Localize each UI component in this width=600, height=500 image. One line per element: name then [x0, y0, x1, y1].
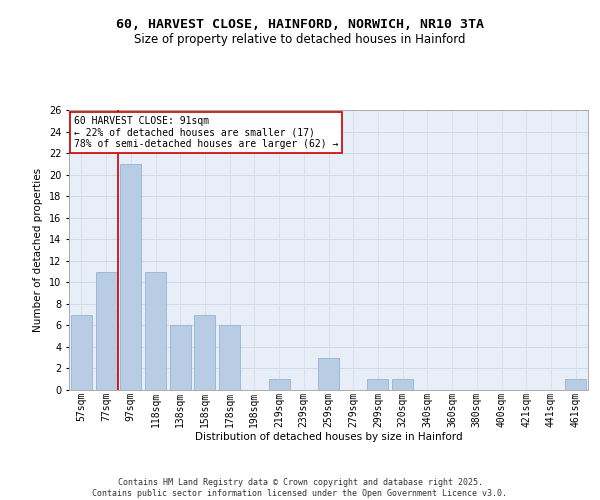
Bar [71, 314, 92, 390]
Bar [565, 379, 586, 390]
Text: Contains HM Land Registry data © Crown copyright and database right 2025.
Contai: Contains HM Land Registry data © Crown c… [92, 478, 508, 498]
Bar [219, 326, 240, 390]
Text: 60, HARVEST CLOSE, HAINFORD, NORWICH, NR10 3TA: 60, HARVEST CLOSE, HAINFORD, NORWICH, NR… [116, 18, 484, 30]
Bar [318, 358, 339, 390]
Bar [194, 314, 215, 390]
Text: Size of property relative to detached houses in Hainford: Size of property relative to detached ho… [134, 32, 466, 46]
Text: 60 HARVEST CLOSE: 91sqm
← 22% of detached houses are smaller (17)
78% of semi-de: 60 HARVEST CLOSE: 91sqm ← 22% of detache… [74, 116, 338, 149]
Bar [392, 379, 413, 390]
Bar [145, 272, 166, 390]
Bar [170, 326, 191, 390]
Y-axis label: Number of detached properties: Number of detached properties [34, 168, 43, 332]
Bar [120, 164, 141, 390]
X-axis label: Distribution of detached houses by size in Hainford: Distribution of detached houses by size … [194, 432, 463, 442]
Bar [269, 379, 290, 390]
Bar [367, 379, 388, 390]
Bar [95, 272, 116, 390]
